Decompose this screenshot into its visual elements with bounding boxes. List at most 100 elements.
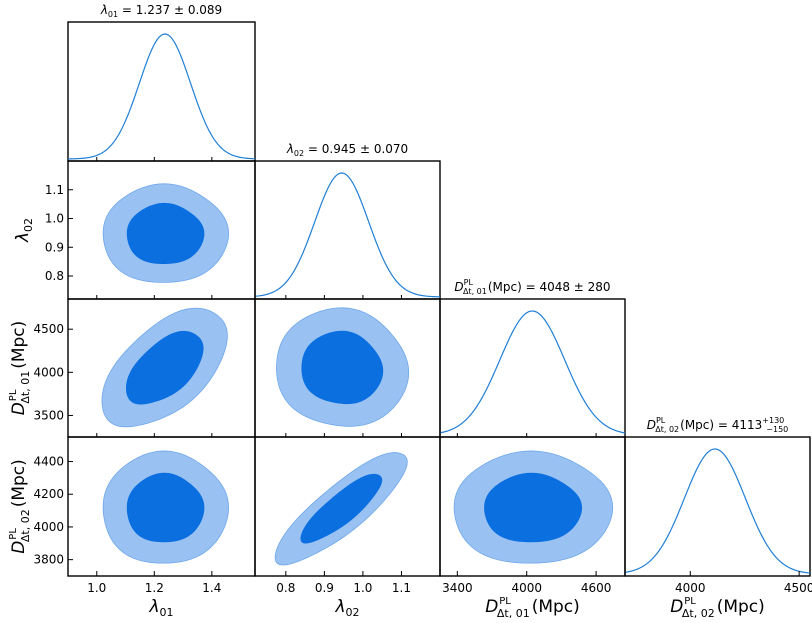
panel-frame bbox=[439, 436, 626, 577]
xtick-label-l01: 1.0 bbox=[87, 581, 106, 595]
xlabel-d01: DPL Δt, 01 (Mpc) bbox=[485, 596, 580, 620]
title-symbol: D bbox=[647, 418, 656, 432]
contour-group bbox=[102, 183, 230, 283]
panel-d01-d02 bbox=[439, 436, 626, 577]
xlabel-l01-symbol: λ bbox=[148, 597, 159, 617]
ytick-label-d02: 3800 bbox=[33, 553, 64, 567]
xtick-label-d02: 4000 bbox=[675, 581, 706, 595]
title-superscript: PL bbox=[656, 416, 666, 425]
title-err-plus: +130 bbox=[762, 416, 784, 425]
xlabel-l02-symbol: λ bbox=[334, 597, 345, 617]
marginal-panel-l02: λ02 = 0.945 ± 0.070 bbox=[254, 142, 441, 300]
title-value: = 0.945 ± 0.070 bbox=[304, 142, 408, 156]
xlabel-l02-subscript: 02 bbox=[346, 606, 360, 619]
xtick-label-l01: 1.4 bbox=[202, 581, 221, 595]
ylabel-d01-superscript: PL bbox=[8, 389, 19, 401]
ytick-label-d01: 4000 bbox=[33, 365, 64, 379]
xtick-label-d01: 4600 bbox=[581, 581, 612, 595]
ylabel-l02: λ02 bbox=[13, 218, 35, 243]
ytick-label-d02: 4400 bbox=[33, 455, 64, 469]
xtick-label-l01: 1.2 bbox=[145, 581, 164, 595]
title-l02: λ02 = 0.945 ± 0.070 bbox=[286, 142, 408, 158]
ylabel-l02-symbol: λ bbox=[13, 232, 33, 243]
ytick-label-d02: 4200 bbox=[33, 487, 64, 501]
ytick-label-d02: 4000 bbox=[33, 520, 64, 534]
contour-68 bbox=[126, 202, 205, 265]
contour-group bbox=[102, 450, 230, 564]
ytick-label-l02: 0.9 bbox=[45, 240, 64, 254]
marginal-curve-l02 bbox=[254, 172, 441, 298]
contour-group bbox=[101, 307, 228, 428]
xlabel-d02-symbol: D bbox=[670, 597, 683, 617]
contour-group bbox=[276, 307, 410, 427]
panel-l01-l02 bbox=[67, 160, 256, 300]
xlabel-d01-subscript: Δt, 01 bbox=[497, 607, 530, 620]
title-subscript: Δt, 01 bbox=[463, 287, 487, 296]
marginal-panel-d01: DPL Δt, 01(Mpc) = 4048 ± 280 bbox=[439, 278, 626, 438]
xtick-label-l02: 1.1 bbox=[392, 581, 411, 595]
title-symbol: λ bbox=[286, 142, 294, 156]
marginal-curve-d02 bbox=[624, 448, 811, 574]
title-l01: λ01 = 1.237 ± 0.089 bbox=[100, 3, 222, 19]
ytick-label-l02: 1.1 bbox=[45, 183, 64, 197]
panel-l01-d01 bbox=[67, 298, 256, 438]
xlabel-l01-subscript: 01 bbox=[160, 606, 174, 619]
xlabel-l02: λ02 bbox=[334, 597, 359, 619]
marginal-panel-d02: DPL Δt, 02(Mpc) = 4113+130 −150 bbox=[624, 416, 811, 577]
title-superscript: PL bbox=[464, 278, 474, 287]
contour-group bbox=[274, 452, 408, 566]
ytick-label-l02: 1.0 bbox=[45, 212, 64, 226]
marginal-curve-l01 bbox=[67, 33, 256, 160]
title-value: (Mpc) = 4113 bbox=[680, 418, 762, 432]
marginal-panel-l01: λ01 = 1.237 ± 0.089 bbox=[67, 3, 256, 162]
title-symbol: D bbox=[454, 280, 463, 294]
xlabel-d02-subscript: Δt, 02 bbox=[682, 607, 715, 620]
title-value: = 1.237 ± 0.089 bbox=[118, 3, 222, 17]
xlabel-d02-superscript: PL bbox=[684, 596, 696, 607]
ylabel-d01-subscript: Δt, 01 bbox=[19, 371, 32, 404]
title-subscript: 02 bbox=[294, 149, 304, 158]
xlabel-d02-unit: (Mpc) bbox=[717, 597, 765, 617]
ylabel-d02: DPLΔt, 02 (Mpc) bbox=[8, 459, 32, 554]
panel-frame bbox=[624, 436, 811, 577]
xlabel-d01-superscript: PL bbox=[499, 596, 511, 607]
title-value: (Mpc) = 4048 ± 280 bbox=[488, 280, 611, 294]
ylabel-d01-unit: (Mpc) bbox=[9, 321, 29, 369]
panel-l01-d02 bbox=[67, 436, 256, 577]
title-symbol: λ bbox=[100, 3, 108, 17]
ylabel-d02-symbol: D bbox=[9, 541, 29, 554]
panel-l02-d01 bbox=[254, 298, 441, 438]
xlabel-l01: λ01 bbox=[148, 597, 173, 619]
ylabel-d01-symbol: D bbox=[9, 402, 29, 415]
xtick-label-d01: 4000 bbox=[511, 581, 542, 595]
panel-l02-d02 bbox=[254, 436, 441, 577]
contour-68 bbox=[126, 472, 205, 543]
ylabel-d01: DPLΔt, 01 (Mpc) bbox=[8, 321, 32, 416]
xtick-label-l02: 0.8 bbox=[276, 581, 295, 595]
title-err-minus: −150 bbox=[766, 425, 788, 434]
xtick-label-l02: 1.0 bbox=[353, 581, 372, 595]
ylabel-d02-subscript: Δt, 02 bbox=[19, 509, 32, 542]
xlabel-d01-unit: (Mpc) bbox=[532, 597, 580, 617]
contour-68 bbox=[125, 330, 204, 405]
contour-group bbox=[453, 450, 614, 564]
panel-frame bbox=[254, 160, 441, 300]
contour-68 bbox=[300, 473, 383, 544]
title-d02: DPL Δt, 02(Mpc) = 4113+130 −150 bbox=[647, 416, 789, 434]
xtick-label-d01: 3400 bbox=[442, 581, 473, 595]
marginal-curve-d01 bbox=[439, 310, 626, 434]
ytick-label-d01: 3500 bbox=[33, 408, 64, 422]
xtick-label-d02: 4500 bbox=[784, 581, 812, 595]
contour-68 bbox=[484, 472, 583, 543]
xtick-label-l02: 0.9 bbox=[315, 581, 334, 595]
ytick-label-d01: 4500 bbox=[33, 322, 64, 336]
panel-frame bbox=[439, 298, 626, 438]
title-d01: DPL Δt, 01(Mpc) = 4048 ± 280 bbox=[454, 278, 610, 296]
xlabel-d02: DPL Δt, 02 (Mpc) bbox=[670, 596, 765, 620]
ylabel-d02-superscript: PL bbox=[8, 528, 19, 540]
title-subscript: 01 bbox=[108, 10, 118, 19]
title-subscript: Δt, 02 bbox=[655, 425, 679, 434]
ylabel-d02-unit: (Mpc) bbox=[9, 459, 29, 507]
panel-frame bbox=[67, 21, 256, 162]
